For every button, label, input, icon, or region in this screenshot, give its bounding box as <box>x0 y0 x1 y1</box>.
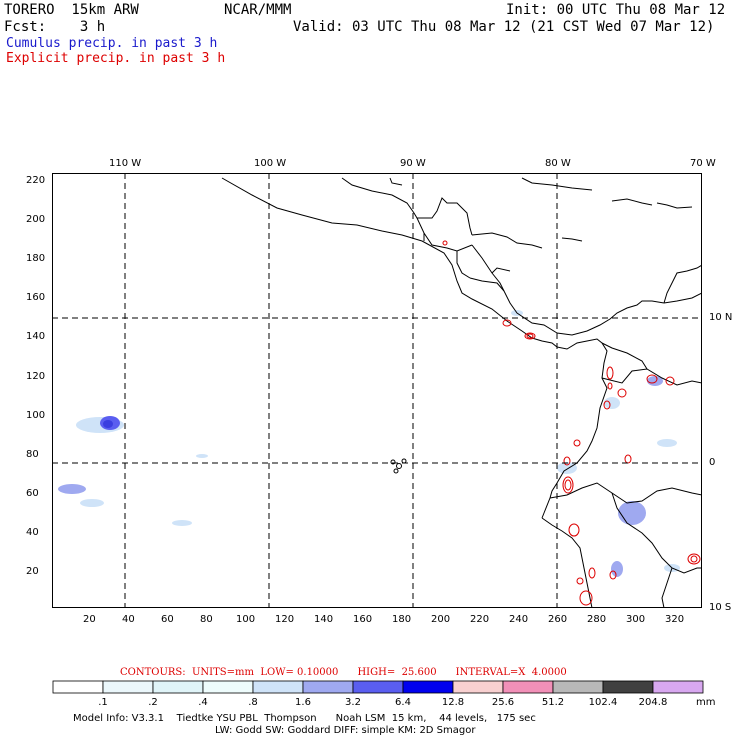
x-tick-label: 320 <box>665 614 685 625</box>
colorbar-swatch <box>552 680 604 694</box>
y-tick-label: 20 <box>26 566 39 577</box>
x-tick-label: 160 <box>353 614 373 625</box>
y-tick-label: 200 <box>26 214 46 225</box>
colorbar-swatch <box>352 680 404 694</box>
colorbar-swatch <box>102 680 154 694</box>
x-tick-label: 60 <box>161 614 174 625</box>
lat-label-10s: 10 S <box>709 602 732 613</box>
x-tick-label: 180 <box>392 614 412 625</box>
explicit-precip-label: Explicit precip. in past 3 h <box>6 51 226 66</box>
colorbar-swatch <box>502 680 554 694</box>
x-tick-label: 120 <box>275 614 295 625</box>
model-name: TORERO 15km ARW <box>4 2 139 18</box>
x-tick-label: 300 <box>626 614 646 625</box>
x-tick-label: 240 <box>509 614 529 625</box>
lon-label-110w: 110 W <box>109 158 142 169</box>
colorbar-swatch <box>602 680 654 694</box>
map-border <box>52 173 702 608</box>
colorbar-swatch <box>252 680 304 694</box>
model-info: Model Info: V3.3.1 Tiedtke YSU PBL Thomp… <box>73 713 536 724</box>
y-tick-label: 120 <box>26 371 46 382</box>
cumulus-precip-shading <box>58 310 680 577</box>
coastlines <box>221 177 702 608</box>
colorbar <box>52 680 704 694</box>
x-tick-label: 200 <box>431 614 451 625</box>
lat-label-0: 0 <box>709 457 716 468</box>
x-tick-label: 260 <box>548 614 568 625</box>
y-tick-label: 220 <box>26 175 46 186</box>
colorbar-label: 12.8 <box>441 697 465 708</box>
precip-map <box>52 173 702 608</box>
colorbar-swatch <box>202 680 254 694</box>
x-tick-label: 40 <box>122 614 135 625</box>
y-tick-label: 140 <box>26 331 46 342</box>
x-tick-label: 20 <box>83 614 96 625</box>
forecast-hour: Fcst: 3 h <box>4 19 106 35</box>
colorbar-label: 102.4 <box>588 697 618 708</box>
colorbar-label: 51.2 <box>541 697 565 708</box>
colorbar-swatch <box>52 680 104 694</box>
lon-label-100w: 100 W <box>254 158 287 169</box>
init-time: Init: 00 UTC Thu 08 Mar 12 <box>506 2 726 18</box>
y-tick-label: 180 <box>26 253 46 264</box>
lon-label-70w: 70 W <box>690 158 716 169</box>
cumulus-precip-label: Cumulus precip. in past 3 h <box>6 36 218 51</box>
organization: NCAR/MMM <box>224 2 292 18</box>
colorbar-label: .2 <box>148 697 158 708</box>
colorbar-unit: mm <box>696 697 716 708</box>
colorbar-label: .8 <box>248 697 258 708</box>
lat-lon-grid <box>52 173 702 608</box>
y-tick-label: 60 <box>26 488 39 499</box>
lon-label-80w: 80 W <box>545 158 571 169</box>
colorbar-swatch <box>452 680 504 694</box>
explicit-precip-contours <box>442 240 701 606</box>
x-tick-label: 140 <box>314 614 334 625</box>
contour-info: CONTOURS: UNITS=mm LOW= 0.10000 HIGH= 25… <box>120 667 567 678</box>
valid-time: Valid: 03 UTC Thu 08 Mar 12 (21 CST Wed … <box>293 19 715 35</box>
y-tick-label: 80 <box>26 449 39 460</box>
x-tick-label: 100 <box>236 614 256 625</box>
physics-info: LW: Godd SW: Goddard DIFF: simple KM: 2D… <box>215 725 476 736</box>
x-tick-label: 80 <box>200 614 213 625</box>
colorbar-label: 6.4 <box>395 697 411 708</box>
colorbar-swatch <box>152 680 204 694</box>
lon-label-90w: 90 W <box>400 158 426 169</box>
x-tick-label: 280 <box>587 614 607 625</box>
colorbar-swatch <box>302 680 354 694</box>
x-tick-label: 220 <box>470 614 490 625</box>
y-tick-label: 160 <box>26 292 46 303</box>
y-tick-label: 40 <box>26 527 39 538</box>
colorbar-swatch <box>652 680 704 694</box>
colorbar-label: 25.6 <box>491 697 515 708</box>
y-tick-label: 100 <box>26 410 46 421</box>
colorbar-swatch <box>402 680 454 694</box>
colorbar-label: 3.2 <box>345 697 361 708</box>
colorbar-label: .4 <box>198 697 208 708</box>
colorbar-label: .1 <box>98 697 108 708</box>
colorbar-label: 1.6 <box>295 697 311 708</box>
colorbar-label: 204.8 <box>638 697 668 708</box>
lat-label-10n: 10 N <box>709 312 733 323</box>
